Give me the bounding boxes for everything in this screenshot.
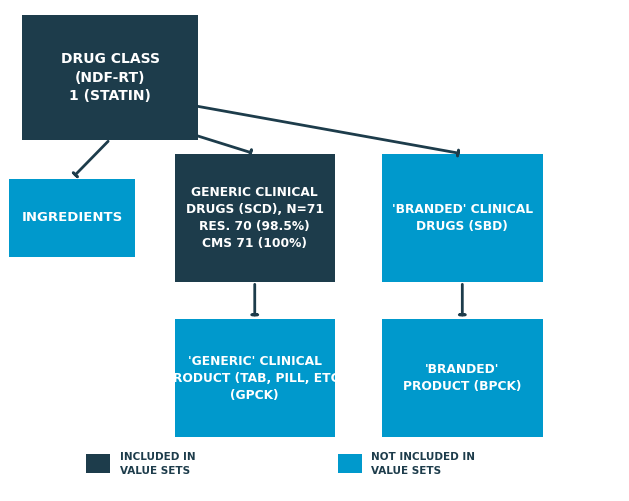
FancyBboxPatch shape: [175, 320, 335, 437]
Text: 'BRANDED' CLINICAL
DRUGS (SBD): 'BRANDED' CLINICAL DRUGS (SBD): [392, 203, 533, 233]
FancyBboxPatch shape: [9, 179, 135, 257]
Text: INCLUDED IN
VALUE SETS: INCLUDED IN VALUE SETS: [120, 452, 195, 475]
Text: 'GENERIC' CLINICAL
PRODUCT (TAB, PILL, ETC)
(GPCK): 'GENERIC' CLINICAL PRODUCT (TAB, PILL, E…: [164, 355, 345, 402]
FancyBboxPatch shape: [382, 320, 542, 437]
Text: 'BRANDED'
PRODUCT (BPCK): 'BRANDED' PRODUCT (BPCK): [403, 363, 521, 393]
FancyBboxPatch shape: [22, 15, 198, 140]
FancyBboxPatch shape: [338, 454, 362, 473]
Text: INGREDIENTS: INGREDIENTS: [22, 211, 123, 224]
Text: GENERIC CLINICAL
DRUGS (SCD), N=71
RES. 70 (98.5%)
CMS 71 (100%): GENERIC CLINICAL DRUGS (SCD), N=71 RES. …: [186, 186, 324, 250]
FancyBboxPatch shape: [175, 154, 335, 282]
FancyBboxPatch shape: [382, 154, 542, 282]
FancyBboxPatch shape: [86, 454, 110, 473]
Text: DRUG CLASS
(NDF-RT)
1 (STATIN): DRUG CLASS (NDF-RT) 1 (STATIN): [60, 52, 160, 103]
Text: NOT INCLUDED IN
VALUE SETS: NOT INCLUDED IN VALUE SETS: [371, 452, 475, 475]
